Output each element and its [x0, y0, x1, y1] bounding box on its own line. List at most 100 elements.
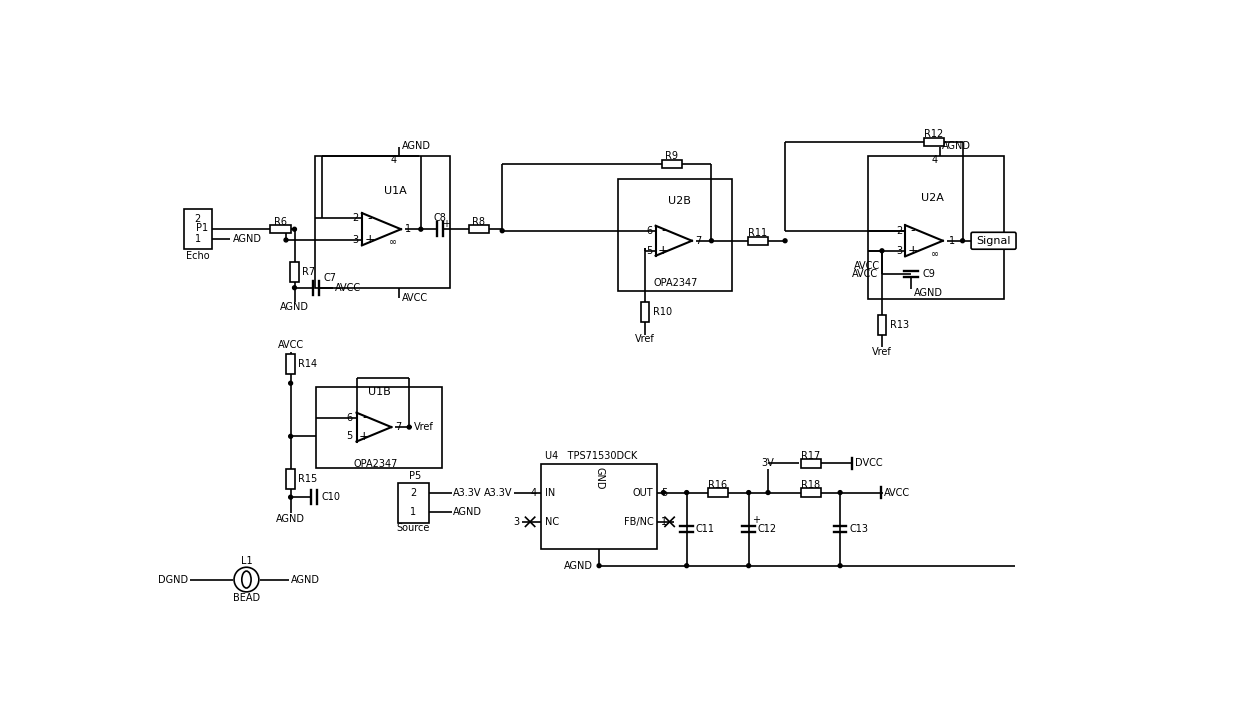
Text: Vref: Vref: [635, 334, 655, 344]
Text: 5: 5: [346, 432, 352, 441]
Text: AGND: AGND: [914, 288, 942, 298]
Text: 6: 6: [346, 413, 352, 423]
Text: ∞: ∞: [931, 249, 940, 259]
Circle shape: [661, 491, 666, 495]
Text: AVCC: AVCC: [278, 340, 304, 350]
Text: 5: 5: [646, 246, 652, 256]
Text: AGND: AGND: [280, 302, 309, 312]
Text: A3.3V: A3.3V: [454, 488, 482, 498]
Text: Echo: Echo: [186, 251, 210, 261]
Text: +: +: [441, 219, 450, 228]
Text: DGND: DGND: [159, 575, 188, 585]
Text: 3: 3: [352, 235, 358, 245]
Text: OUT: OUT: [632, 487, 653, 497]
Text: +: +: [658, 244, 668, 257]
Text: R8: R8: [472, 216, 485, 226]
Text: C11: C11: [696, 524, 715, 534]
Circle shape: [709, 239, 713, 243]
Text: C9: C9: [923, 269, 935, 279]
Text: 2: 2: [195, 214, 201, 224]
Text: 1: 1: [405, 224, 412, 234]
Text: R12: R12: [924, 129, 944, 140]
Text: AGND: AGND: [290, 575, 320, 585]
Bar: [801, 459, 821, 468]
Text: AVCC: AVCC: [402, 293, 428, 303]
Text: AGND: AGND: [277, 514, 305, 523]
Text: AGND: AGND: [564, 561, 593, 570]
Circle shape: [838, 564, 842, 568]
Text: U4   TPS71530DCK: U4 TPS71530DCK: [546, 451, 637, 461]
Text: 4: 4: [391, 155, 397, 165]
Text: AGND: AGND: [454, 507, 482, 517]
Text: NC: NC: [544, 517, 559, 527]
Bar: [801, 488, 821, 497]
Text: R14: R14: [299, 359, 317, 369]
Circle shape: [746, 564, 750, 568]
Bar: [924, 138, 944, 147]
Bar: [868, 156, 1003, 299]
Text: R7: R7: [303, 267, 315, 277]
Text: BEAD: BEAD: [233, 593, 260, 603]
Text: -: -: [367, 212, 372, 225]
Text: R17: R17: [801, 450, 821, 461]
Text: U2B: U2B: [668, 196, 691, 206]
Circle shape: [684, 564, 688, 568]
Text: AGND: AGND: [233, 234, 262, 244]
Text: FB/NC: FB/NC: [624, 517, 653, 527]
Text: 7: 7: [696, 236, 702, 246]
Circle shape: [746, 491, 750, 495]
Bar: [641, 302, 649, 322]
Bar: [290, 262, 299, 281]
Circle shape: [684, 491, 688, 495]
Text: 4: 4: [931, 155, 937, 165]
Text: R13: R13: [890, 320, 909, 330]
Circle shape: [838, 491, 842, 495]
Text: R16: R16: [708, 480, 727, 490]
Text: C8: C8: [434, 213, 446, 223]
Text: R18: R18: [801, 480, 820, 490]
Circle shape: [289, 495, 293, 499]
Text: 5: 5: [661, 487, 667, 497]
Text: AVCC: AVCC: [852, 269, 878, 279]
Text: +: +: [753, 515, 760, 525]
Text: 3: 3: [897, 246, 903, 256]
Text: C12: C12: [758, 524, 777, 534]
Text: P1: P1: [196, 223, 208, 233]
Text: P5: P5: [409, 471, 422, 481]
Text: ∞: ∞: [389, 237, 397, 247]
Text: R15: R15: [299, 474, 317, 484]
Text: -: -: [910, 224, 915, 237]
Bar: [316, 387, 441, 468]
Circle shape: [766, 491, 770, 495]
Circle shape: [289, 381, 293, 385]
Text: -: -: [661, 224, 666, 237]
Text: DVCC: DVCC: [854, 458, 883, 469]
Text: +: +: [908, 244, 919, 257]
Text: Vref: Vref: [414, 422, 434, 432]
Text: 2: 2: [352, 213, 358, 223]
Text: AVCC: AVCC: [335, 283, 361, 293]
Bar: [469, 225, 489, 234]
Text: R10: R10: [652, 307, 672, 317]
Bar: [619, 179, 733, 291]
Text: AGND: AGND: [402, 141, 430, 151]
Text: R11: R11: [749, 228, 768, 238]
Text: 7: 7: [396, 422, 402, 432]
Text: C10: C10: [321, 492, 341, 502]
Bar: [708, 488, 728, 497]
Text: 1: 1: [950, 236, 956, 246]
Text: -: -: [362, 411, 367, 424]
Circle shape: [880, 249, 884, 253]
Text: GND: GND: [594, 466, 604, 489]
Text: 2: 2: [410, 488, 417, 498]
Bar: [748, 236, 768, 245]
Bar: [184, 209, 212, 249]
Text: A3.3V: A3.3V: [484, 487, 512, 497]
Text: C13: C13: [849, 524, 868, 534]
Text: 6: 6: [646, 226, 652, 236]
Circle shape: [234, 568, 259, 592]
Bar: [541, 464, 657, 549]
Text: +: +: [365, 234, 374, 247]
Circle shape: [500, 228, 505, 233]
Bar: [315, 156, 449, 288]
